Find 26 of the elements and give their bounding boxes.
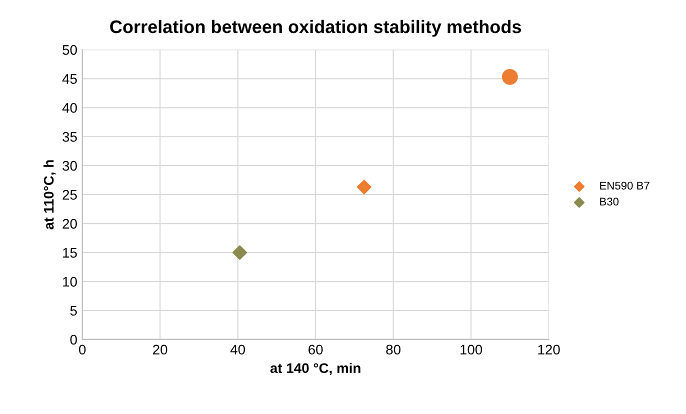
y-tick-label: 25 [62,190,77,200]
y-tick-label: 30 [62,160,77,171]
x-tick-label: 60 [308,344,323,355]
x-tick-label: 100 [460,344,482,355]
x-axis-title: at 140 °C, min [270,362,360,376]
y-tick-label: 15 [63,248,77,258]
x-tick-label: 40 [230,344,245,355]
x-tick-label: 20 [153,344,168,355]
point [232,245,248,260]
x-tick-label: 80 [386,344,400,355]
y-axis-title: at 110°C, h [44,160,56,230]
y-tick-label: 35 [62,132,77,142]
x-tick-label: 0 [79,344,86,355]
x-tick-label: 120 [538,344,560,355]
point [356,180,372,194]
y-tick-label: 40 [62,102,77,113]
y-tick-label: 45 [62,74,77,84]
y-tick-label: 10 [63,276,77,287]
legend-label: B30 [600,198,619,206]
legend-label: EN590 B7 [600,182,650,190]
chart-title: Correlation between oxidation stability methods [110,20,521,37]
y-tick-label: 5 [70,306,77,316]
y-tick-label: 50 [62,45,77,55]
y-tick-label: 20 [62,218,77,229]
y-tick-label: 0 [70,334,77,345]
point [502,68,518,85]
